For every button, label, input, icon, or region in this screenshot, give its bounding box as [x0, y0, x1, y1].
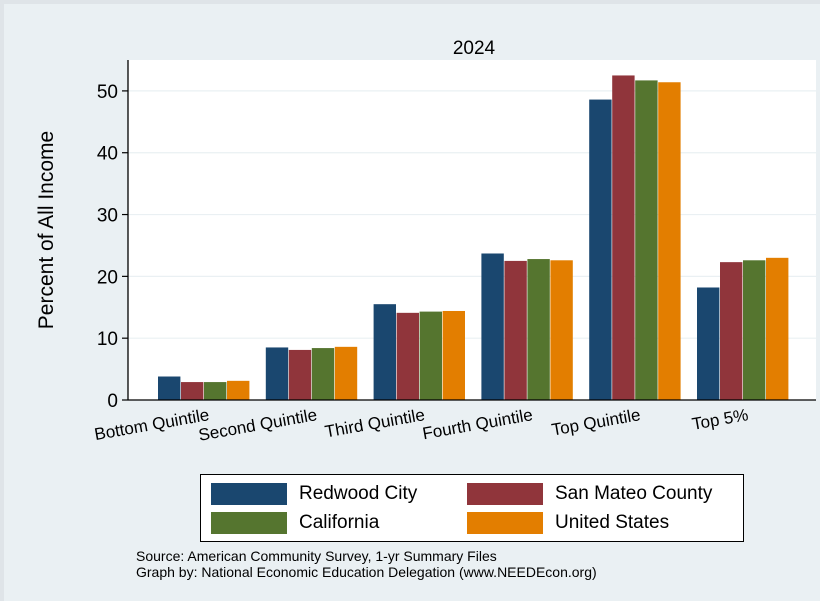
bar-fourth-quintile-s0 [481, 253, 504, 400]
y-tick-label-40: 40 [97, 144, 118, 165]
bar-second-quintile-s3 [334, 346, 358, 400]
bar-top-quintile-s1 [612, 75, 635, 401]
legend: Redwood City San Mateo County California… [200, 474, 744, 542]
chart-title: 2024 [452, 38, 496, 59]
x-tick-label-4: Top Quintile [550, 405, 642, 439]
y-axis-label: Percent of All Income [35, 131, 58, 329]
credit-note: Graph by: National Economic Education De… [136, 564, 597, 580]
legend-swatch-united-states [467, 512, 543, 534]
chart-frame: 0 10 20 30 40 50 Bottom Quintile Second Quintil… [4, 4, 820, 601]
bar-top-quintile-s2 [635, 80, 658, 401]
bar-second-quintile-s2 [311, 348, 335, 400]
bar-top-5-s2 [743, 260, 766, 400]
x-tick-label-1: Second Quintile [197, 405, 319, 445]
legend-swatch-california [211, 512, 287, 534]
bar-third-quintile-s2 [419, 311, 442, 400]
bar-bottom-quintile-s0 [158, 376, 181, 400]
bar-fourth-quintile-s2 [527, 259, 550, 400]
bar-second-quintile-s0 [265, 347, 289, 400]
bar-fourth-quintile-s3 [550, 260, 573, 400]
x-tick-label-2: Third Quintile [323, 405, 426, 441]
legend-label-san-mateo-county: San Mateo County [555, 483, 713, 504]
bar-fourth-quintile-s1 [504, 260, 527, 400]
bar-third-quintile-s3 [442, 310, 465, 400]
legend-label-redwood-city: Redwood City [299, 483, 418, 504]
bar-third-quintile-s0 [373, 304, 396, 400]
x-tick-label-3: Fourth Quintile [421, 405, 534, 443]
legend-label-california: California [299, 512, 380, 533]
bar-bottom-quintile-s2 [204, 382, 227, 400]
bar-top-quintile-s0 [589, 99, 612, 401]
x-tick-label-5: Top 5% [691, 405, 750, 434]
source-note: Source: American Community Survey, 1-yr … [136, 548, 497, 564]
y-tick-label-30: 30 [97, 206, 118, 227]
legend-swatch-san-mateo-county [467, 483, 543, 505]
bar-top-quintile-s3 [658, 82, 681, 400]
bar-bottom-quintile-s1 [181, 382, 204, 400]
legend-label-united-states: United States [555, 512, 670, 533]
y-tick-label-20: 20 [97, 267, 118, 288]
y-tick-label-0: 0 [107, 391, 118, 412]
bar-top-5-s0 [697, 287, 720, 400]
legend-swatch-redwood-city [211, 483, 287, 505]
bar-second-quintile-s1 [288, 349, 312, 400]
bars [158, 75, 789, 401]
bar-bottom-quintile-s3 [227, 380, 250, 400]
y-tick-label-50: 50 [97, 82, 118, 103]
bar-top-5-s3 [766, 257, 789, 400]
bar-top-5-s1 [720, 262, 743, 400]
y-tick-label-10: 10 [97, 329, 118, 350]
bar-third-quintile-s1 [396, 312, 419, 400]
